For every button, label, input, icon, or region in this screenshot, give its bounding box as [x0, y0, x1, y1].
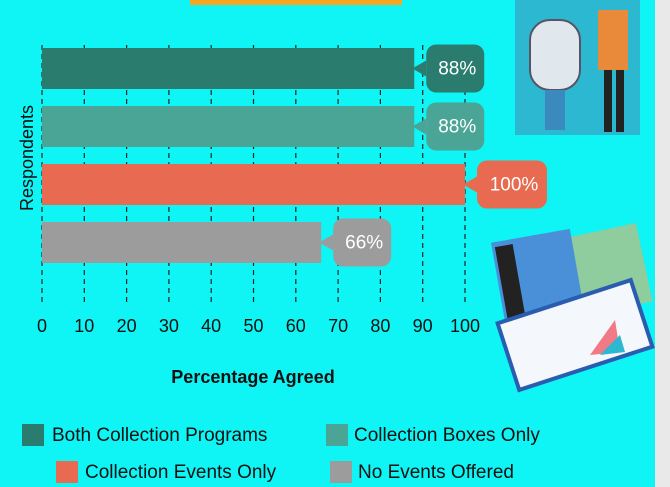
value-callout	[426, 44, 485, 93]
top-banner	[190, 0, 402, 5]
value-label: 100%	[490, 175, 539, 196]
value-label: 88%	[438, 117, 476, 138]
x-tick-label: 70	[328, 316, 348, 336]
bar	[42, 48, 415, 89]
legend-swatch	[330, 461, 352, 483]
x-tick-label: 0	[37, 316, 47, 336]
legend-label: No Events Offered	[358, 462, 514, 483]
value-callout	[412, 118, 427, 135]
value-label: 66%	[345, 233, 383, 254]
bar	[42, 222, 322, 263]
legend-label: Collection Events Only	[85, 462, 277, 483]
x-tick-label: 20	[117, 316, 137, 336]
x-tick-label: 10	[74, 316, 94, 336]
legend-label: Collection Boxes Only	[354, 425, 540, 446]
bar	[42, 106, 415, 147]
x-tick-label: 90	[413, 316, 433, 336]
x-tick-label: 30	[159, 316, 179, 336]
legend-swatch	[56, 461, 78, 483]
y-axis-label: Respondents	[17, 105, 37, 211]
illustration-books	[491, 222, 655, 393]
side-strip	[655, 0, 670, 487]
x-tick-label: 80	[370, 316, 390, 336]
bar	[42, 164, 465, 205]
value-callout	[333, 218, 392, 267]
legend-swatch	[326, 424, 348, 446]
value-callout	[477, 160, 547, 209]
value-callout	[412, 60, 427, 77]
legend-swatch	[22, 424, 44, 446]
x-axis-label: Percentage Agreed	[171, 367, 334, 387]
x-tick-label: 100	[450, 316, 480, 336]
legend-label: Both Collection Programs	[52, 425, 267, 446]
x-tick-label: 60	[286, 316, 306, 336]
illustration-mailbox	[515, 0, 640, 135]
x-tick-label: 40	[201, 316, 221, 336]
value-callout	[426, 102, 485, 151]
x-tick-label: 50	[243, 316, 263, 336]
value-callout	[463, 176, 477, 193]
value-label: 88%	[438, 59, 476, 80]
value-callout	[319, 234, 334, 251]
